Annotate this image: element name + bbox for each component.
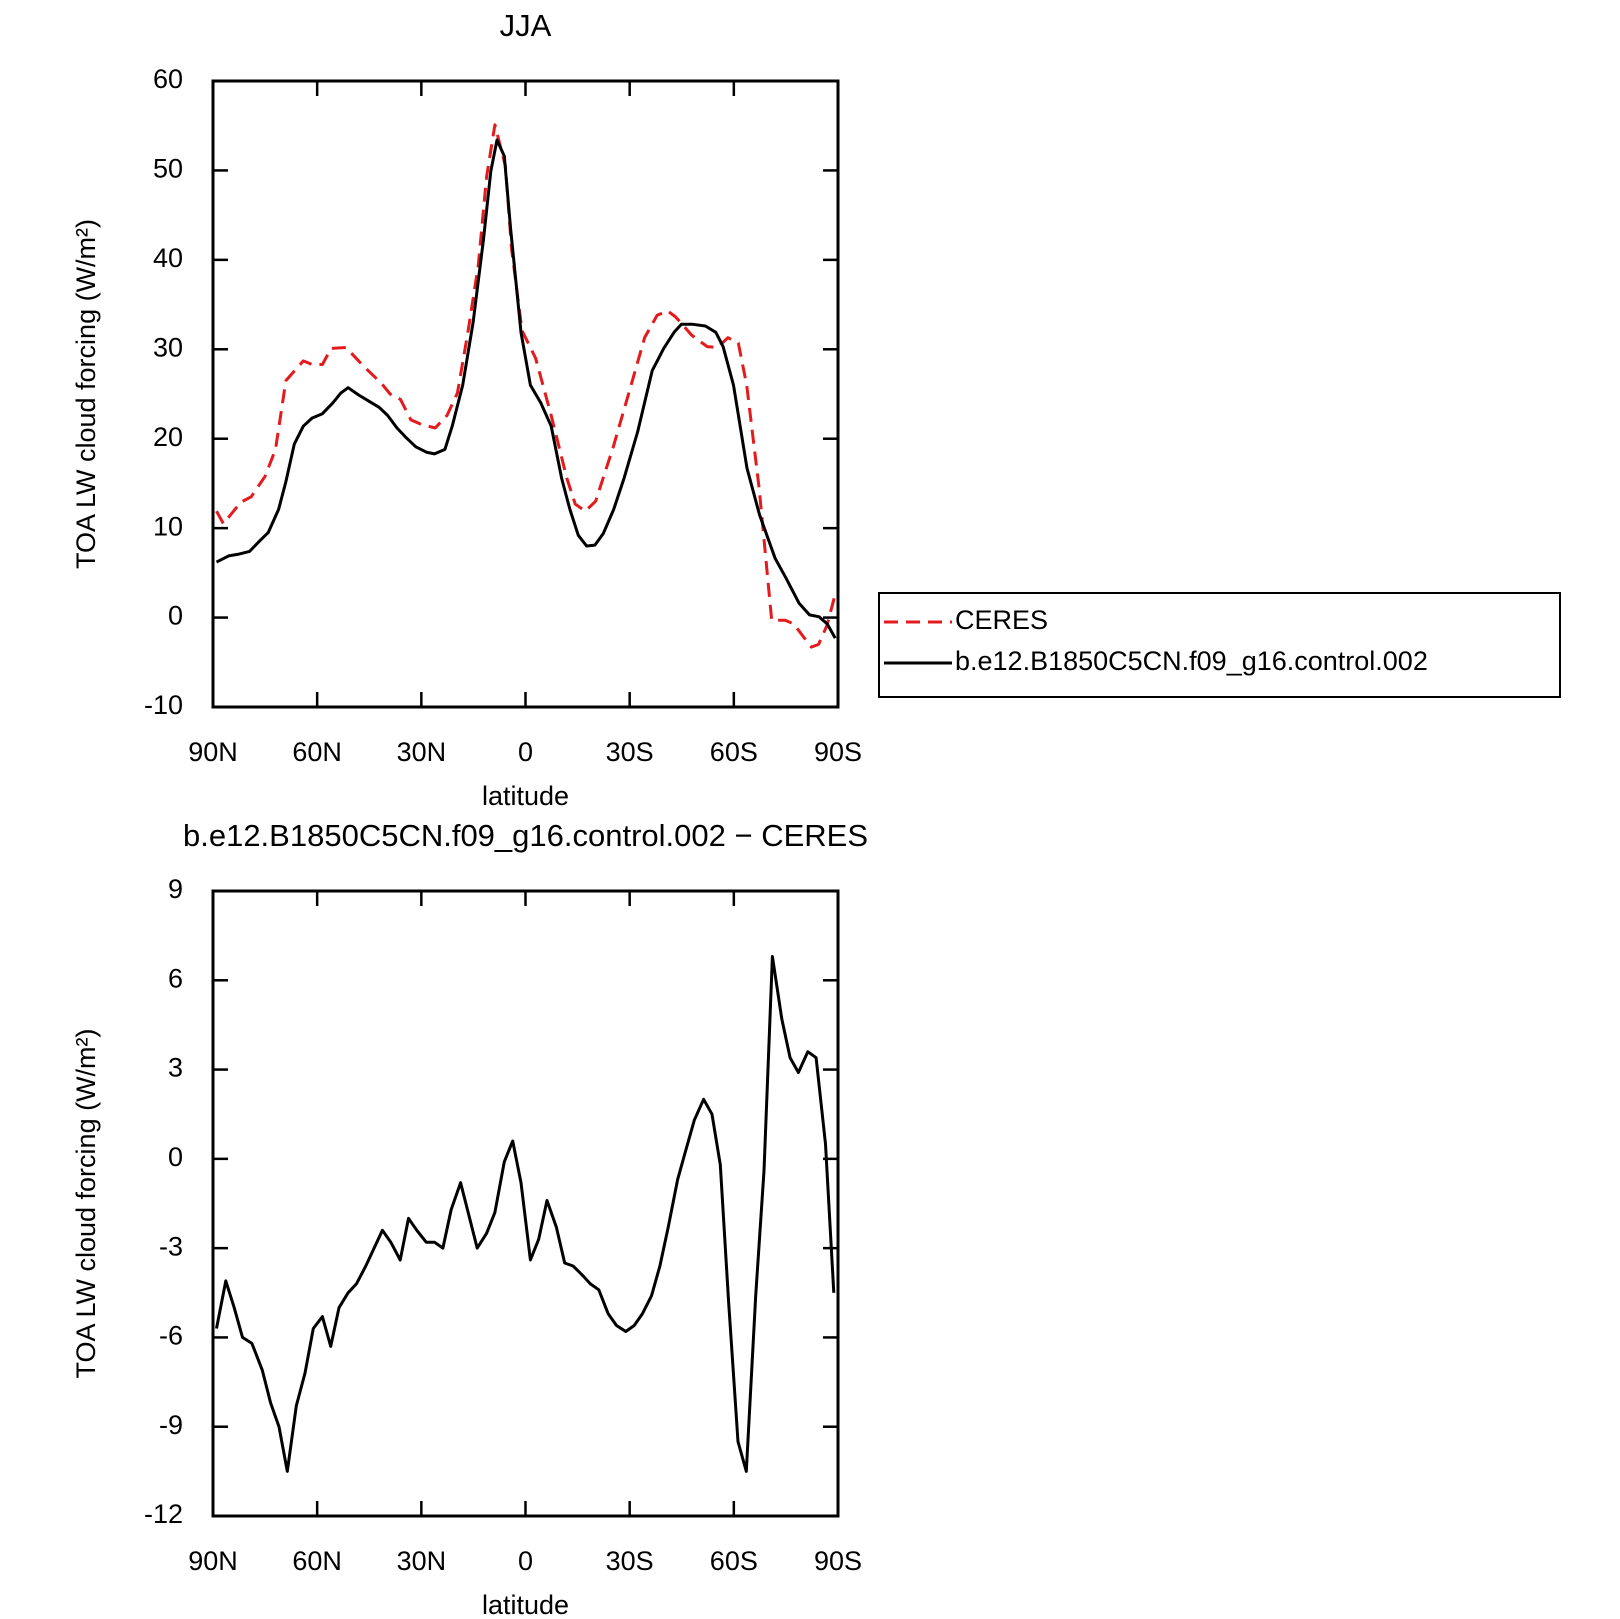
y-tick-label: 0 [168, 1142, 183, 1172]
plot-frame [211, 889, 840, 1518]
y-tick-label: 40 [153, 243, 183, 273]
legend-box [878, 592, 1561, 698]
y-tick-label: 20 [153, 422, 183, 452]
y-tick-label: 9 [168, 874, 183, 904]
x-tick-label: 30S [606, 737, 654, 767]
y-tick-label: 10 [153, 511, 183, 541]
x-tick-label: 0 [518, 737, 533, 767]
x-tick-label: 30S [606, 1546, 654, 1576]
x-tick-label: 90S [814, 1546, 862, 1576]
x-tick-label: 60N [292, 1546, 342, 1576]
y-tick-label: 50 [153, 154, 183, 184]
legend-label: b.e12.B1850C5CN.f09_g16.control.002 [955, 646, 1428, 676]
x-tick-label: 60N [292, 737, 342, 767]
chart-title: JJA [500, 8, 552, 43]
y-tick-label: -10 [144, 690, 183, 720]
y-tick-label: -9 [159, 1410, 183, 1440]
x-tick-label: 60S [710, 1546, 758, 1576]
y-tick-label: -3 [159, 1231, 183, 1261]
x-tick-label: 90S [814, 737, 862, 767]
x-tick-label: 0 [518, 1546, 533, 1576]
x-axis-label: latitude [482, 1590, 569, 1619]
y-axis-label: TOA LW cloud forcing (W/m²) [71, 219, 101, 569]
y-tick-label: 60 [153, 64, 183, 94]
chart-title: b.e12.B1850C5CN.f09_g16.control.002 − CE… [183, 818, 868, 853]
y-tick-label: 3 [168, 1053, 183, 1083]
data-line [215, 123, 837, 649]
x-axis-label: latitude [482, 781, 569, 811]
y-tick-label: -12 [144, 1499, 183, 1529]
legend-label: CERES [955, 605, 1048, 635]
x-tick-label: 30N [397, 737, 447, 767]
data-line [215, 138, 837, 639]
data-line [215, 955, 836, 1473]
x-tick-label: 90N [188, 737, 238, 767]
x-tick-label: 60S [710, 737, 758, 767]
y-tick-label: -6 [159, 1321, 183, 1351]
y-axis-label: TOA LW cloud forcing (W/m²) [71, 1028, 101, 1378]
y-tick-label: 6 [168, 963, 183, 993]
x-tick-label: 30N [397, 1546, 447, 1576]
y-tick-label: 30 [153, 332, 183, 362]
y-tick-label: 0 [168, 601, 183, 631]
x-tick-label: 90N [188, 1546, 238, 1576]
plot-frame [211, 79, 840, 709]
